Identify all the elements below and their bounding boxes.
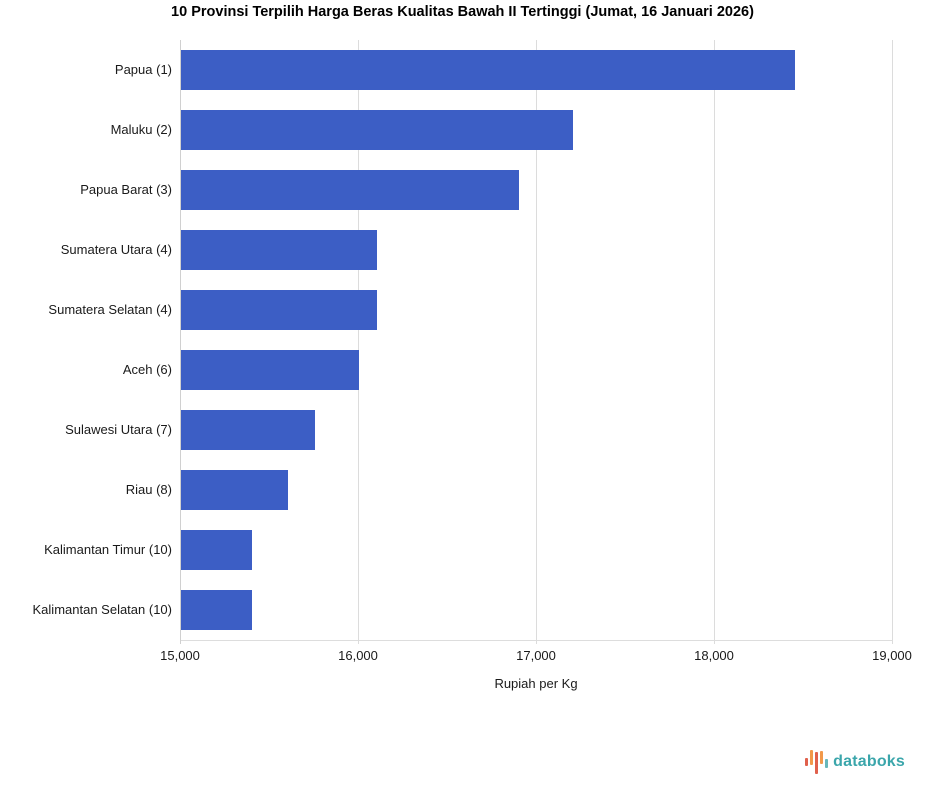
chart-row: Papua (1)	[115, 40, 892, 100]
x-tick-label: 15,000	[160, 648, 200, 663]
bar	[181, 410, 315, 450]
bar	[181, 230, 377, 270]
bar	[181, 470, 288, 510]
category-label: Papua Barat (3)	[80, 182, 172, 197]
chart-title: 10 Provinsi Terpilih Harga Beras Kualita…	[171, 4, 754, 20]
category-label: Kalimantan Timur (10)	[44, 542, 172, 557]
chart-row: Papua Barat (3)	[80, 160, 892, 220]
chart-row: Maluku (2)	[111, 100, 892, 160]
chart-row: Riau (8)	[126, 460, 892, 520]
chart-row: Aceh (6)	[123, 340, 892, 400]
chart-row: Kalimantan Selatan (10)	[33, 580, 892, 640]
logo-icon-bar	[825, 759, 829, 768]
category-label: Riau (8)	[125, 482, 172, 497]
x-axis-ticks: 15,000 16,000 17,000 18,000 19,000	[160, 648, 912, 666]
chart-row: Sumatera Selatan (4)	[48, 280, 892, 340]
logo-icon-bar	[810, 750, 814, 765]
chart-row: Sumatera Utara (4)	[61, 220, 892, 280]
category-label: Sulawesi Utara (7)	[65, 422, 172, 437]
gridline	[358, 40, 359, 644]
logo-icon-bar	[815, 752, 819, 774]
logo-icon-bar	[820, 751, 824, 764]
category-label: Aceh (6)	[122, 362, 172, 377]
category-label: Papua (1)	[114, 62, 172, 77]
bar	[181, 110, 573, 150]
bar	[181, 290, 377, 330]
gridline	[714, 40, 715, 644]
gridline	[892, 40, 893, 644]
category-label: Sumatera Utara (4)	[60, 242, 172, 257]
chart-row: Sulawesi Utara (7)	[65, 400, 892, 460]
x-tick-label: 17,000	[516, 648, 556, 663]
x-tick-label: 19,000	[872, 648, 912, 663]
x-axis-label: Rupiah per Kg	[494, 676, 578, 691]
gridline	[180, 40, 181, 644]
category-label: Kalimantan Selatan (10)	[32, 602, 172, 617]
bar	[181, 170, 520, 210]
bar	[181, 530, 253, 570]
databoks-bars-icon	[805, 746, 830, 778]
x-tick-label: 18,000	[694, 648, 734, 663]
bar	[181, 350, 359, 390]
bar	[181, 590, 253, 630]
bar	[181, 50, 796, 90]
x-tick-label: 16,000	[338, 648, 378, 663]
databoks-logo: databoks	[805, 746, 905, 778]
logo-icon-bar	[805, 758, 809, 766]
category-label: Sumatera Selatan (4)	[48, 302, 172, 317]
gridline	[536, 40, 537, 644]
chart-row: Kalimantan Timur (10)	[44, 520, 892, 580]
category-label: Maluku (2)	[110, 122, 172, 137]
plot-area: Papua (1) Maluku (2) Papua Barat (3) Sumate…	[33, 40, 893, 644]
databoks-logo-text: databoks	[833, 753, 905, 770]
